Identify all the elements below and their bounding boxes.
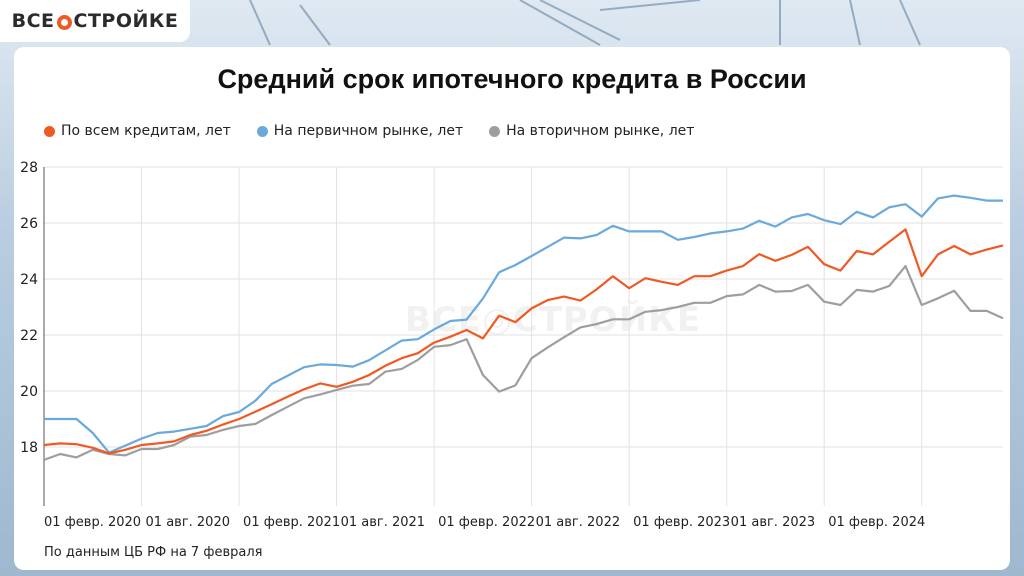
y-tick-label: 28	[20, 160, 38, 176]
legend-dot-icon	[44, 125, 55, 137]
series-line-secondary	[43, 265, 1004, 461]
x-tick-label: 01 февр. 2022	[438, 515, 535, 530]
logo-text-right: СТРОЙКЕ	[73, 10, 179, 32]
legend-item-primary[interactable]: На первичном рынке, лет	[256, 123, 464, 139]
logo[interactable]: ВСЕ СТРОЙКЕ	[0, 0, 190, 42]
y-tick-label: 20	[20, 384, 38, 400]
legend-label: По всем кредитам, лет	[61, 123, 231, 139]
y-tick-label: 22	[20, 328, 38, 344]
legend-item-all[interactable]: По всем кредитам, лет	[44, 123, 231, 139]
logo-mark-icon	[56, 14, 72, 30]
x-tick-label: 01 авг. 2022	[536, 515, 620, 530]
x-tick-label: 01 авг. 2021	[341, 515, 425, 530]
series-line-all	[43, 228, 1004, 455]
x-tick-label: 01 февр. 2023	[633, 515, 730, 530]
y-tick-label: 18	[20, 440, 38, 456]
chart-title: Средний срок ипотечного кредита в России	[217, 64, 807, 94]
source-note: По данным ЦБ РФ на 7 февраля	[44, 545, 263, 560]
legend-label: На первичном рынке, лет	[273, 123, 464, 139]
legend-dot-icon	[489, 125, 501, 137]
chart-card	[14, 47, 1010, 570]
logo-text-left: ВСЕ	[11, 10, 55, 32]
legend: По всем кредитам, лет На первичном рынке…	[44, 123, 694, 139]
legend-item-secondary[interactable]: На вторичном рынке, лет	[489, 123, 694, 139]
y-tick-label: 24	[20, 272, 38, 288]
y-tick-label: 26	[20, 216, 38, 232]
series-line-primary	[44, 194, 1003, 454]
x-tick-label: 01 февр. 2021	[243, 515, 340, 530]
legend-label: На вторичном рынке, лет	[506, 123, 695, 139]
legend-dot-icon	[256, 125, 268, 137]
x-tick-label: 01 авг. 2020	[146, 515, 230, 530]
x-tick-label: 01 февр. 2024	[828, 515, 925, 530]
x-tick-label: 01 авг. 2023	[731, 515, 815, 530]
x-tick-label: 01 февр. 2020	[44, 515, 141, 530]
